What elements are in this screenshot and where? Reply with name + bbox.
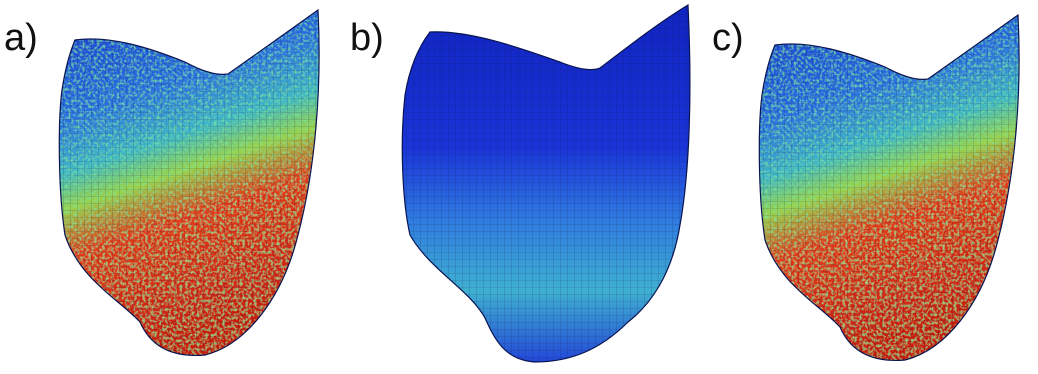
mesh-panel-a xyxy=(58,9,320,357)
panel-label: a) xyxy=(4,17,38,59)
panel-label: b) xyxy=(350,17,384,59)
mesh-panel-c xyxy=(758,14,1020,362)
mesh-panel-b xyxy=(401,4,691,363)
panel-label: c) xyxy=(712,17,744,59)
